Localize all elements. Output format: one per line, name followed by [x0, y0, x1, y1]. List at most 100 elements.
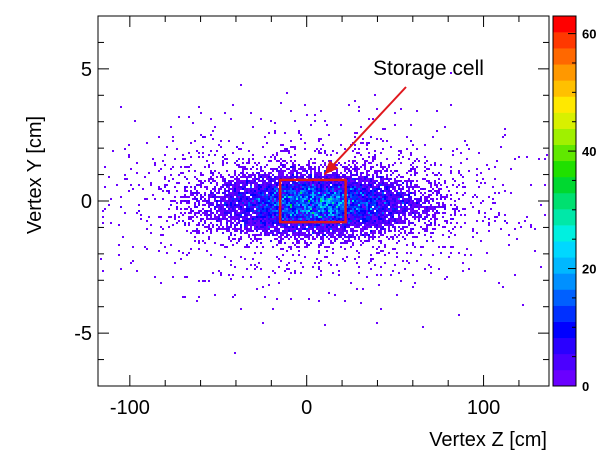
heat-bin [320, 210, 322, 212]
heat-bin [384, 196, 386, 198]
heat-bin [334, 230, 336, 232]
heat-bin [292, 206, 294, 208]
heat-bin [376, 108, 378, 110]
heat-bin [296, 216, 298, 218]
heat-bin [342, 234, 344, 236]
heat-bin [332, 232, 334, 234]
heat-bin [372, 208, 374, 210]
heat-bin [330, 234, 332, 236]
heat-bin [236, 228, 238, 230]
heat-bin [444, 220, 446, 222]
heat-bin [314, 218, 316, 220]
heat-bin [222, 192, 224, 194]
palette-bin [553, 176, 576, 194]
heat-bin [316, 198, 318, 200]
heat-bin [284, 218, 286, 220]
heat-bin [384, 228, 386, 230]
heat-bin [356, 250, 358, 252]
heat-bin [182, 154, 184, 156]
heat-bin [362, 200, 364, 202]
heat-bin [288, 150, 290, 152]
heat-bin [224, 192, 226, 194]
palette-bin [553, 321, 576, 339]
heat-bin [372, 194, 374, 196]
heat-bin [256, 216, 258, 218]
heat-bin [362, 172, 364, 174]
heat-bin [412, 168, 414, 170]
heat-bin [310, 124, 312, 126]
heat-bin [412, 236, 414, 238]
heat-bin [330, 232, 332, 234]
heat-bin [276, 176, 278, 178]
heat-bin [304, 208, 306, 210]
heat-bin [274, 234, 276, 236]
heat-bin [292, 196, 294, 198]
heat-bin [390, 218, 392, 220]
heat-bin [304, 224, 306, 226]
heat-bin [300, 234, 302, 236]
heat-bin [426, 226, 428, 228]
heat-bin [412, 204, 414, 206]
heat-bin [304, 256, 306, 258]
heat-bin [334, 188, 336, 190]
heat-bin [250, 242, 252, 244]
heat-bin [276, 170, 278, 172]
heat-bin [358, 252, 360, 254]
heat-bin [238, 198, 240, 200]
heat-bin [228, 210, 230, 212]
heat-bin [262, 176, 264, 178]
heat-bin [382, 200, 384, 202]
heat-bin [258, 212, 260, 214]
heat-bin [386, 176, 388, 178]
heat-bin [424, 178, 426, 180]
heat-bin [198, 180, 200, 182]
heat-bin [378, 236, 380, 238]
heat-bin [384, 184, 386, 186]
heat-bin [270, 206, 272, 208]
heat-bin [264, 192, 266, 194]
heat-bin [432, 240, 434, 242]
heat-bin [314, 200, 316, 202]
heat-bin [292, 198, 294, 200]
heat-bin [280, 232, 282, 234]
heat-bin [394, 208, 396, 210]
heat-bin [374, 180, 376, 182]
heat-bin [216, 212, 218, 214]
heat-bin [258, 176, 260, 178]
heat-bin [510, 168, 512, 170]
heat-bin [366, 240, 368, 242]
heat-bin [302, 210, 304, 212]
heat-bin [184, 296, 186, 298]
heat-bin [504, 134, 506, 136]
heat-bin [214, 188, 216, 190]
heat-bin [288, 198, 290, 200]
heat-bin [424, 206, 426, 208]
heat-bin [414, 172, 416, 174]
heat-bin [486, 164, 488, 166]
heat-bin [308, 192, 310, 194]
heat-bin [256, 168, 258, 170]
heat-bin [250, 218, 252, 220]
heat-bin [290, 188, 292, 190]
heat-bin [202, 196, 204, 198]
heat-bin [362, 190, 364, 192]
heat-bin [232, 218, 234, 220]
heat-bin [426, 224, 428, 226]
heat-bin [330, 176, 332, 178]
heat-bin [414, 194, 416, 196]
heat-bin [214, 294, 216, 296]
heat-bin [394, 186, 396, 188]
heat-bin [328, 134, 330, 136]
heat-bin [276, 220, 278, 222]
heat-bin [350, 234, 352, 236]
heat-bin [352, 216, 354, 218]
heat-bin [336, 212, 338, 214]
heat-bin [198, 296, 200, 298]
heat-bin [100, 258, 102, 260]
heat-bin [402, 206, 404, 208]
heat-bin [478, 152, 480, 154]
heat-bin [332, 218, 334, 220]
heat-bin [438, 204, 440, 206]
heat-bin [328, 200, 330, 202]
heat-bin [260, 196, 262, 198]
